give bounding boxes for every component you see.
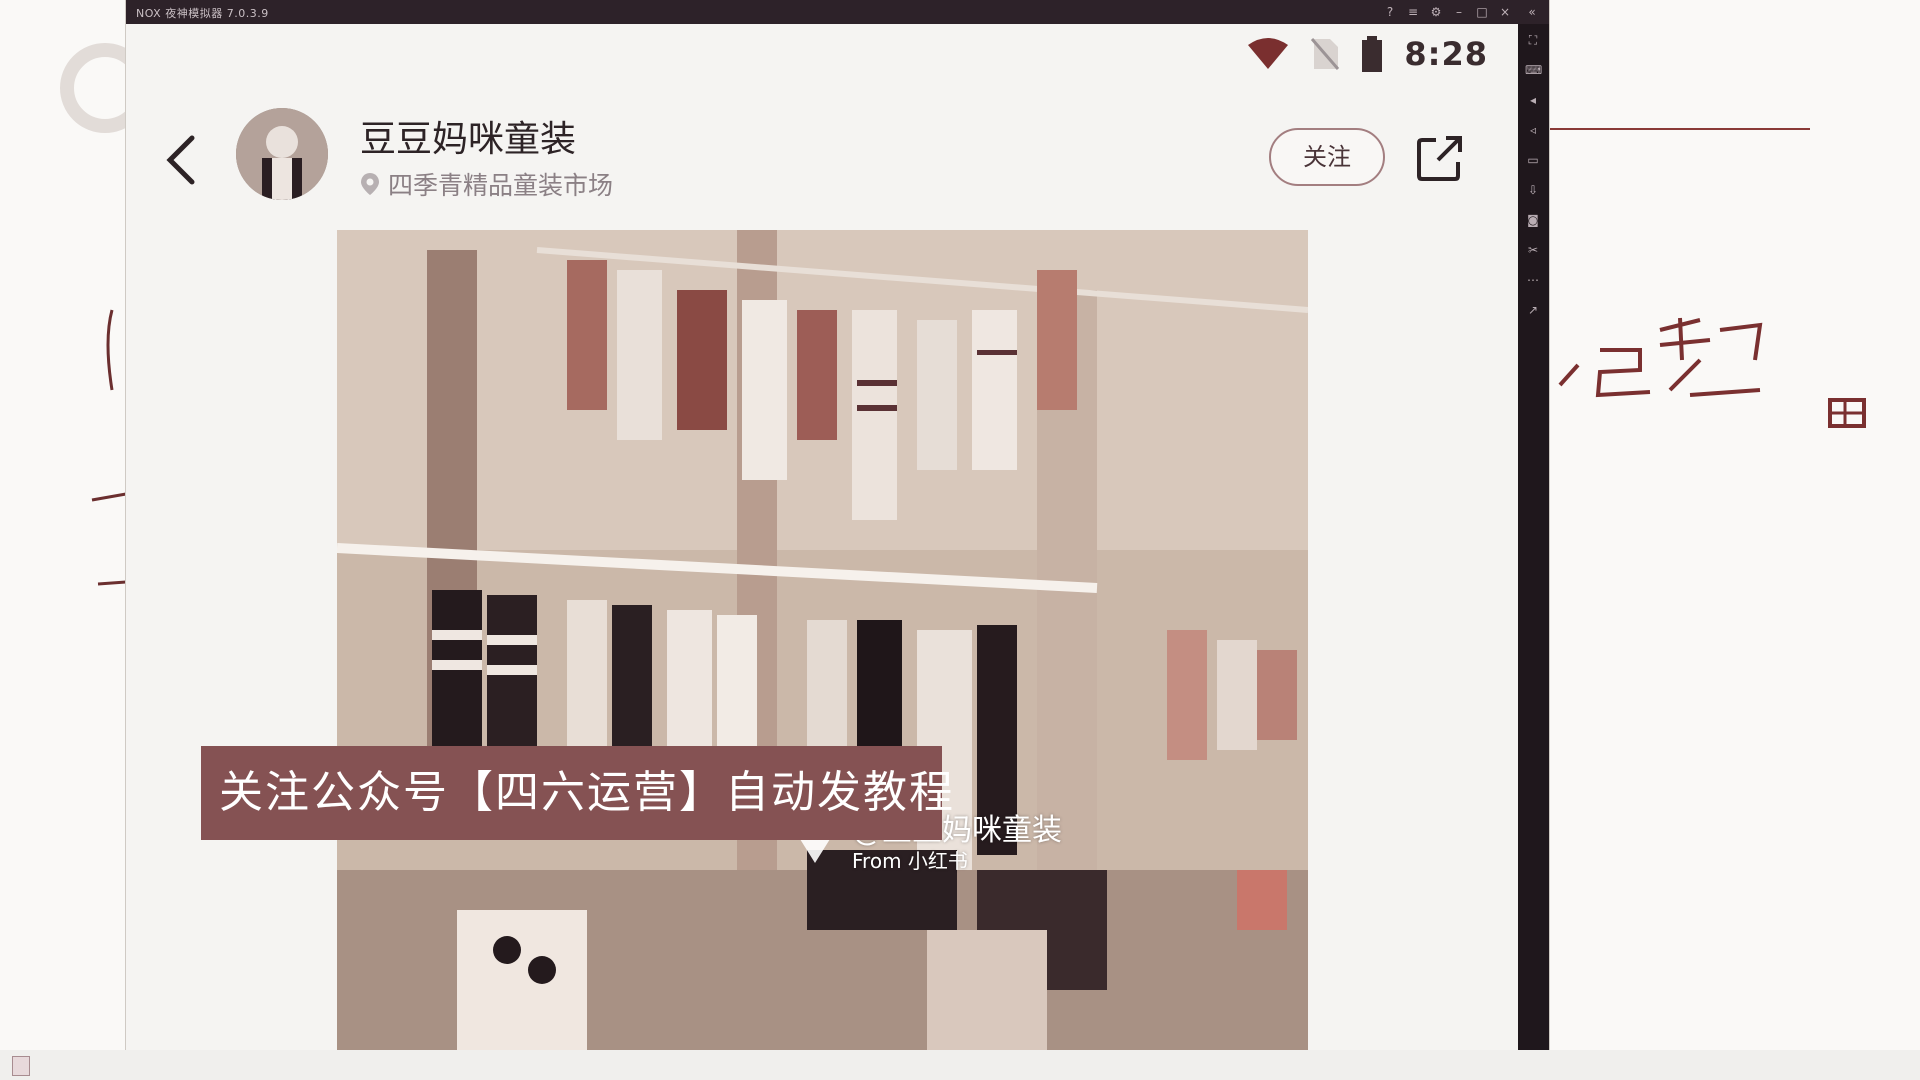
battery-icon — [1360, 36, 1384, 72]
back-button[interactable] — [158, 132, 208, 188]
menu-icon[interactable]: ≡ — [1407, 5, 1419, 19]
note-header: 豆豆妈咪童装 四季青精品童装市场 关注 — [126, 106, 1518, 216]
follow-button[interactable]: 关注 — [1269, 128, 1385, 186]
location-row[interactable]: 四季青精品童装市场 — [360, 166, 613, 202]
bottom-strip — [0, 1050, 1920, 1080]
emulator-window: NOX 夜神模拟器 7.0.3.9 ? ≡ ⚙ – □ × « ⛶ ⌨ ◂ ◃ … — [126, 0, 1549, 1050]
keyboard-icon[interactable]: ⌨ — [1525, 63, 1543, 77]
external-link-icon[interactable]: ↗ — [1527, 303, 1539, 317]
location-text: 四季青精品童装市场 — [388, 171, 614, 200]
clothing-rack-image — [337, 230, 1308, 1050]
status-time: 8:28 — [1404, 35, 1488, 73]
help-icon[interactable]: ? — [1386, 5, 1394, 19]
emulator-title: NOX 夜神模拟器 7.0.3.9 — [136, 7, 269, 20]
status-bar: 8:28 — [1246, 34, 1488, 74]
note-photo[interactable]: @豆豆妈咪童装 From 小红书 — [337, 230, 1308, 1050]
wifi-icon — [1246, 37, 1290, 71]
maximize-icon[interactable]: □ — [1476, 5, 1488, 19]
file-icon[interactable] — [12, 1056, 30, 1076]
watermark-from: From 小红书 — [852, 849, 968, 873]
settings-icon[interactable]: ⚙ — [1430, 5, 1442, 19]
fullscreen-icon[interactable]: ⛶ — [1528, 33, 1538, 47]
minimize-icon[interactable]: – — [1456, 5, 1462, 19]
phone-screen: 8:28 豆豆妈咪童装 — [126, 24, 1518, 1050]
import-icon[interactable]: ⇩ — [1527, 183, 1539, 197]
share-icon — [1417, 136, 1462, 181]
share-button[interactable] — [1416, 134, 1464, 182]
screen-icon[interactable]: ▭ — [1527, 153, 1539, 167]
scissors-icon[interactable]: ✂ — [1527, 243, 1539, 257]
volume-up-icon[interactable]: ◂ — [1529, 93, 1537, 107]
close-icon[interactable]: × — [1499, 5, 1511, 19]
camera-icon[interactable]: ◙ — [1527, 213, 1539, 227]
more-icon[interactable]: ⋯ — [1527, 273, 1539, 287]
emulator-sidebar: ⛶ ⌨ ◂ ◃ ▭ ⇩ ◙ ✂ ⋯ ↗ — [1518, 24, 1549, 1050]
emulator-titlebar: NOX 夜神模拟器 7.0.3.9 ? ≡ ⚙ – □ × « — [126, 0, 1549, 24]
shop-name[interactable]: 豆豆妈咪童装 — [360, 119, 577, 160]
chevron-left-icon — [166, 135, 195, 185]
no-sim-icon — [1310, 37, 1340, 71]
avatar[interactable] — [236, 108, 328, 200]
promo-banner: 关注公众号【四六运营】自动发教程 — [201, 746, 953, 840]
volume-down-icon[interactable]: ◃ — [1529, 123, 1537, 137]
whiteboard-line — [1545, 128, 1810, 130]
collapse-icon[interactable]: « — [1528, 5, 1536, 19]
location-pin-icon — [361, 173, 379, 195]
